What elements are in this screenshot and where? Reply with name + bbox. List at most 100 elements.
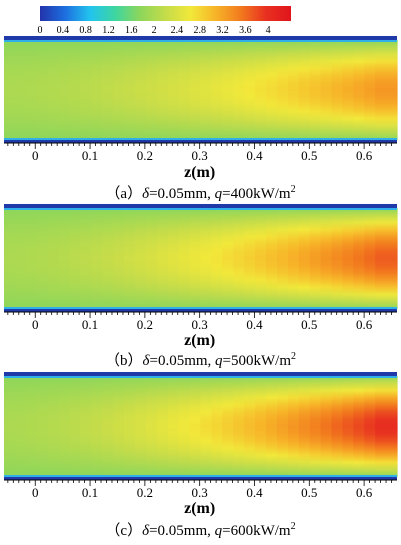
contour-field-strip (276, 208, 289, 309)
contour-field-strip (266, 40, 278, 140)
contour-field-strip (342, 208, 354, 309)
caption-b-q-symbol: q (215, 353, 223, 369)
contour-field-strip (200, 208, 213, 309)
contour-field-strip (189, 40, 202, 140)
contour-field-strip (320, 208, 333, 309)
colorbar-tick-label: 1.2 (102, 25, 115, 36)
contour-panels: 0 0.1 0.2 0.3 0.4 0.5 0.6z(m)0 0.1 0.2 0.3 0.4 0.5 0… (4, 36, 398, 517)
contour-field-strip (255, 40, 267, 140)
contour-field-strip (113, 208, 125, 309)
colorbar-tick-label: 3.6 (239, 25, 252, 36)
contour-field-strip (178, 376, 191, 477)
colorbar-tick-label: 3.2 (216, 25, 229, 36)
contour-field-strip (222, 40, 234, 140)
colorbar-tick-label: 2.8 (193, 25, 206, 36)
contour-field-strip (309, 40, 322, 140)
contour-field-strip (14, 208, 27, 309)
contour-field-strip (320, 376, 333, 477)
caption-b-delta-symbol: δ (142, 353, 150, 369)
x-tick-label: 0.2 (137, 485, 153, 500)
contour-field-strip (189, 208, 202, 309)
caption-a-q-symbol: q (214, 186, 223, 202)
contour-field-strip (353, 208, 365, 309)
contour-field-strip (4, 40, 16, 140)
contour-field-strip (287, 376, 300, 477)
contour-field-strip (80, 208, 92, 309)
wall-layer-bottom (4, 477, 397, 480)
contour-field-strip (342, 40, 354, 140)
contour-field-strip (113, 40, 125, 140)
colorbar-tick-label: 4 (266, 25, 271, 36)
caption-b-delta-value: =0.05mm, (149, 353, 216, 369)
contour-field-strip (124, 40, 136, 140)
x-axis-label: z(m) (184, 332, 215, 349)
wall-layer-bottom-inner (4, 307, 397, 309)
contour-field-strip (200, 376, 213, 477)
contour-field-strip (135, 376, 147, 477)
contour-field-strip (331, 376, 344, 477)
contour-field-strip (244, 40, 256, 140)
wall-layer-top (4, 36, 397, 40)
contour-field-strip (58, 208, 71, 309)
contour-field-strip (244, 208, 256, 309)
contour-field-strip (320, 40, 333, 140)
colorbar-tick-label: 1.6 (125, 25, 138, 36)
contour-field-strip (102, 376, 114, 477)
contour-field-strip (91, 208, 103, 309)
caption-c-delta-value: =0.05mm, (149, 523, 215, 539)
caption-b: （b）δ=0.05mm, q=500kW/m2 (0, 352, 401, 370)
contour-field-strip (167, 376, 180, 477)
contour-field-strip (375, 40, 387, 140)
caption-c-q-value: =600kW/m (222, 523, 291, 539)
contour-field-strip (4, 208, 16, 309)
caption-b-q-value: =500kW/m (222, 353, 291, 369)
colorbar: 0 0.4 0.8 1.2 1.6 2 2.4 2.8 3.2 3.6 4 (38, 6, 291, 36)
contour-field-strip (255, 208, 267, 309)
caption-c-q-symbol: q (214, 523, 223, 539)
contour-field-strip (156, 40, 169, 140)
contour-field-strip (167, 40, 180, 140)
x-axis-label: z(m) (184, 500, 215, 517)
x-tick-label: 0.2 (137, 317, 153, 332)
caption-b-prefix: （b） (105, 353, 143, 369)
contour-field-strip (386, 376, 398, 477)
contour-field-strip (135, 208, 147, 309)
contour-field-strip (309, 208, 322, 309)
contour-field-strip (58, 376, 71, 477)
caption-c-prefix: （c） (105, 523, 143, 539)
contour-field-strip (298, 208, 311, 309)
contour-field-strip (69, 376, 82, 477)
contour-field-strip (266, 208, 278, 309)
contour-field-strip (36, 208, 49, 309)
wall-layer-bottom (4, 309, 397, 312)
wall-layer-top-inner (4, 376, 397, 378)
contour-panel: 0 0.1 0.2 0.3 0.4 0.5 0.6 z(m) (4, 204, 398, 349)
contour-field-strip (342, 376, 354, 477)
contour-field-strip (298, 376, 311, 477)
caption-a-q-value: =400kW/m (222, 186, 291, 202)
x-tick-label: 0 (32, 485, 39, 500)
contour-field-strip (69, 208, 82, 309)
contour-field-strip (69, 40, 82, 140)
x-tick-label: 0 (32, 317, 39, 332)
contour-field-strip (364, 376, 376, 477)
wall-layer-bottom-inner (4, 475, 397, 477)
contour-field-strip (25, 208, 38, 309)
contour-field-strip (233, 40, 245, 140)
wall-layer-top (4, 372, 397, 376)
contour-field-strip (91, 376, 103, 477)
contour-field-strip (211, 40, 223, 140)
contour-field-strip (36, 376, 49, 477)
x-tick-label: 0.5 (301, 485, 317, 500)
caption-a-sup: 2 (290, 184, 296, 195)
contour-field-strip (102, 208, 114, 309)
x-tick-label: 0.1 (82, 148, 98, 163)
contour-field-strip (287, 208, 300, 309)
x-tick-label: 0.5 (301, 317, 317, 332)
contour-field-strip (266, 376, 278, 477)
contour-field-strip (255, 376, 267, 477)
contour-field-strip (135, 40, 147, 140)
contour-field-strip (233, 208, 245, 309)
x-tick-label: 0.2 (137, 148, 153, 163)
contour-field-strip (113, 376, 125, 477)
